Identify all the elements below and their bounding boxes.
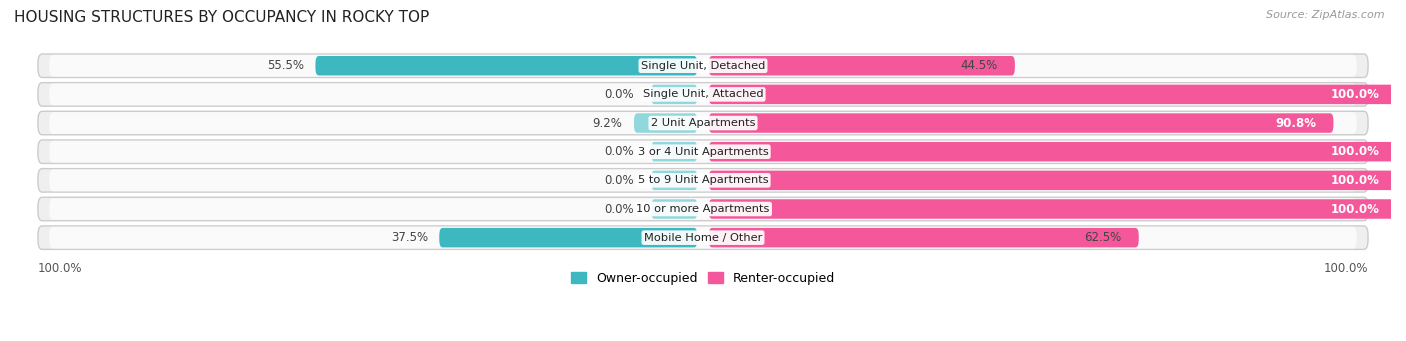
Text: 0.0%: 0.0%: [605, 174, 634, 187]
Text: 100.0%: 100.0%: [38, 262, 83, 275]
FancyBboxPatch shape: [651, 142, 697, 161]
FancyBboxPatch shape: [49, 169, 1357, 191]
FancyBboxPatch shape: [38, 168, 1368, 192]
Text: 0.0%: 0.0%: [605, 145, 634, 158]
Text: 100.0%: 100.0%: [1330, 145, 1379, 158]
FancyBboxPatch shape: [709, 170, 1396, 190]
Text: 44.5%: 44.5%: [960, 59, 998, 72]
Text: 100.0%: 100.0%: [1330, 88, 1379, 101]
FancyBboxPatch shape: [49, 112, 1357, 134]
Text: Source: ZipAtlas.com: Source: ZipAtlas.com: [1267, 10, 1385, 20]
FancyBboxPatch shape: [38, 226, 1368, 249]
FancyBboxPatch shape: [38, 197, 1368, 221]
FancyBboxPatch shape: [49, 55, 1357, 77]
FancyBboxPatch shape: [38, 140, 1368, 163]
FancyBboxPatch shape: [709, 199, 1396, 219]
Text: 0.0%: 0.0%: [605, 203, 634, 216]
FancyBboxPatch shape: [439, 228, 697, 247]
FancyBboxPatch shape: [709, 56, 1015, 75]
Legend: Owner-occupied, Renter-occupied: Owner-occupied, Renter-occupied: [567, 267, 839, 290]
Text: 2 Unit Apartments: 2 Unit Apartments: [651, 118, 755, 128]
Text: 37.5%: 37.5%: [391, 231, 427, 244]
FancyBboxPatch shape: [709, 142, 1396, 161]
FancyBboxPatch shape: [709, 85, 1396, 104]
FancyBboxPatch shape: [709, 113, 1333, 133]
Text: Single Unit, Attached: Single Unit, Attached: [643, 89, 763, 99]
FancyBboxPatch shape: [49, 84, 1357, 105]
FancyBboxPatch shape: [709, 228, 1139, 247]
FancyBboxPatch shape: [38, 111, 1368, 135]
FancyBboxPatch shape: [38, 54, 1368, 77]
Text: 3 or 4 Unit Apartments: 3 or 4 Unit Apartments: [638, 147, 768, 157]
Text: 9.2%: 9.2%: [593, 117, 623, 130]
FancyBboxPatch shape: [38, 83, 1368, 106]
Text: 55.5%: 55.5%: [267, 59, 304, 72]
Text: 100.0%: 100.0%: [1330, 203, 1379, 216]
FancyBboxPatch shape: [634, 113, 697, 133]
FancyBboxPatch shape: [651, 85, 697, 104]
Text: 100.0%: 100.0%: [1323, 262, 1368, 275]
FancyBboxPatch shape: [49, 141, 1357, 163]
Text: 0.0%: 0.0%: [605, 88, 634, 101]
FancyBboxPatch shape: [315, 56, 697, 75]
Text: HOUSING STRUCTURES BY OCCUPANCY IN ROCKY TOP: HOUSING STRUCTURES BY OCCUPANCY IN ROCKY…: [14, 10, 429, 25]
Text: Single Unit, Detached: Single Unit, Detached: [641, 61, 765, 71]
Text: 10 or more Apartments: 10 or more Apartments: [637, 204, 769, 214]
Text: Mobile Home / Other: Mobile Home / Other: [644, 233, 762, 243]
FancyBboxPatch shape: [49, 227, 1357, 249]
Text: 90.8%: 90.8%: [1275, 117, 1316, 130]
FancyBboxPatch shape: [651, 199, 697, 219]
Text: 62.5%: 62.5%: [1084, 231, 1122, 244]
FancyBboxPatch shape: [651, 170, 697, 190]
Text: 5 to 9 Unit Apartments: 5 to 9 Unit Apartments: [638, 175, 768, 186]
FancyBboxPatch shape: [49, 198, 1357, 220]
Text: 100.0%: 100.0%: [1330, 174, 1379, 187]
